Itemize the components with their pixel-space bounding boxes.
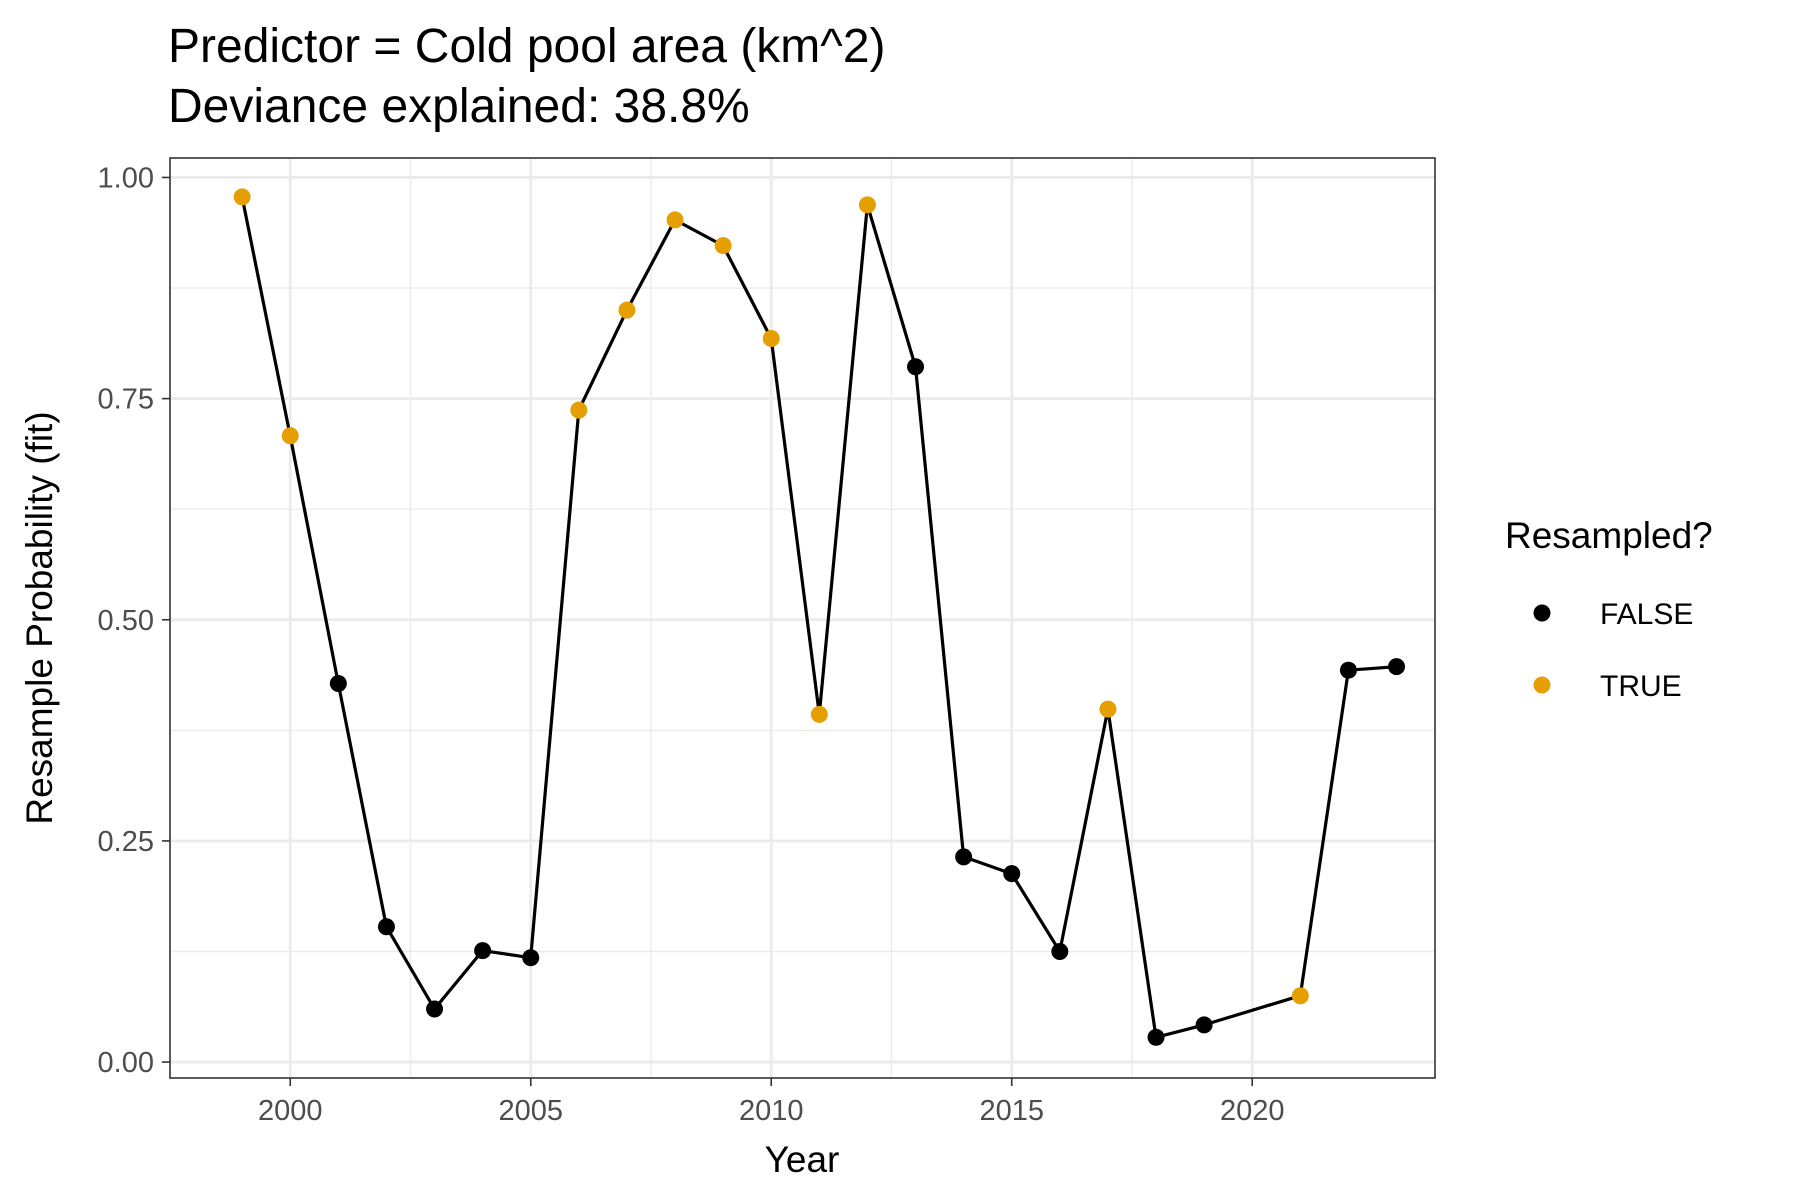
plot-panel xyxy=(170,158,1435,1078)
y-tick-label: 0.75 xyxy=(98,384,154,416)
data-point xyxy=(714,237,732,255)
data-point xyxy=(1147,1028,1165,1046)
x-tick-label: 2020 xyxy=(1220,1095,1285,1127)
chart-subtitle: Deviance explained: 38.8% xyxy=(168,80,750,133)
data-point xyxy=(233,188,251,206)
y-axis-ticks: 0.00 0.25 0.50 0.75 1.00 xyxy=(98,162,170,1079)
data-point xyxy=(426,1000,444,1018)
y-tick-label: 0.25 xyxy=(98,826,154,858)
legend-title: Resampled? xyxy=(1505,515,1713,556)
data-point xyxy=(858,196,876,214)
y-tick-label: 0.00 xyxy=(98,1047,154,1079)
legend: Resampled? FALSE TRUE xyxy=(1505,515,1713,703)
data-points xyxy=(233,188,1406,1046)
data-point xyxy=(1099,700,1117,718)
legend-key-false xyxy=(1533,604,1551,622)
legend-label-true: TRUE xyxy=(1600,670,1682,703)
x-axis-title: Year xyxy=(765,1139,840,1180)
data-point xyxy=(1291,987,1309,1005)
chart-title: Predictor = Cold pool area (km^2) xyxy=(168,20,886,73)
data-point xyxy=(1388,658,1406,676)
y-tick-label: 0.50 xyxy=(98,605,154,637)
data-point xyxy=(329,674,347,692)
data-point xyxy=(570,401,588,419)
x-axis-ticks: 2000 2005 2010 2015 2020 xyxy=(258,1078,1284,1127)
y-tick-label: 1.00 xyxy=(98,162,154,194)
legend-label-false: FALSE xyxy=(1600,598,1693,631)
data-point xyxy=(522,949,540,967)
data-point xyxy=(1003,865,1021,883)
legend-key-true xyxy=(1533,676,1551,694)
data-point xyxy=(810,705,828,723)
data-point xyxy=(762,329,780,347)
data-point xyxy=(955,848,973,866)
data-point xyxy=(474,942,492,960)
x-tick-label: 2015 xyxy=(979,1095,1044,1127)
x-tick-label: 2000 xyxy=(258,1095,323,1127)
data-point xyxy=(907,358,925,376)
plot-border xyxy=(169,157,1436,1079)
data-point xyxy=(1051,943,1069,960)
major-gridlines xyxy=(170,158,1435,1078)
x-tick-label: 2005 xyxy=(498,1095,563,1127)
x-tick-label: 2010 xyxy=(739,1095,804,1127)
data-point xyxy=(666,211,684,229)
data-point xyxy=(618,301,636,319)
data-point xyxy=(1339,661,1357,679)
data-point xyxy=(281,427,299,445)
y-axis-title: Resample Probability (fit) xyxy=(19,411,60,824)
minor-gridlines xyxy=(170,158,1435,1078)
data-point xyxy=(377,918,395,936)
data-point xyxy=(1195,1016,1213,1034)
